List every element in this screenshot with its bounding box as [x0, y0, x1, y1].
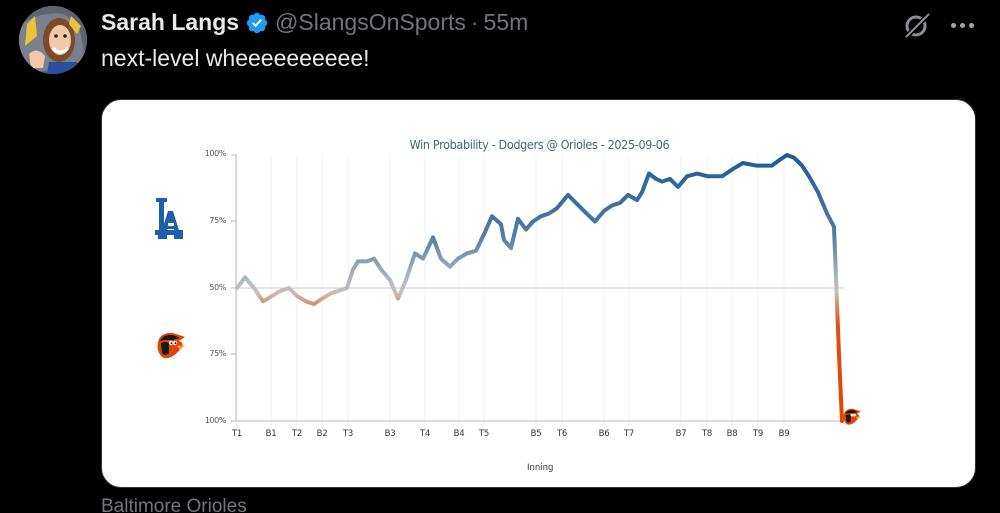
x-tick-label: B4 — [453, 429, 465, 439]
y-tick-label: 100% — [204, 416, 227, 425]
orioles-bird-logo-icon — [155, 331, 187, 366]
more-options-button[interactable] — [945, 12, 979, 38]
tweet-text: next-level wheeeeeeeeee! — [101, 45, 370, 71]
author-handle[interactable]: @SlangsOnSports — [275, 9, 466, 35]
x-tick-label: T6 — [556, 429, 567, 439]
win-probability-chart — [231, 153, 844, 425]
tweet-header: Sarah Langs @SlangsOnSports · 55m — [101, 9, 528, 36]
y-tick-label: 75% — [209, 349, 226, 358]
verified-badge-icon[interactable] — [245, 11, 269, 35]
x-tick-label: T5 — [478, 429, 489, 439]
x-axis-title-text: Inning — [527, 463, 554, 473]
grok-button[interactable] — [900, 8, 934, 42]
x-tick-label: T1 — [231, 429, 242, 439]
separator-dot: · — [470, 9, 479, 35]
x-tick-label: B7 — [675, 429, 687, 439]
y-tick-label: 50% — [209, 283, 226, 292]
x-tick-label: B3 — [384, 429, 396, 439]
x-tick-label: T7 — [623, 429, 634, 439]
x-tick-label: T3 — [342, 429, 353, 439]
y-tick-label: 100% — [204, 149, 227, 158]
x-tick-label: B5 — [530, 429, 542, 439]
x-tick-label: T9 — [752, 429, 763, 439]
more-dot-icon — [959, 22, 965, 28]
y-tick-label: 75% — [209, 216, 226, 225]
chart-title: Win Probability - Dodgers @ Orioles - 20… — [409, 137, 670, 152]
author-display-name[interactable]: Sarah Langs — [101, 9, 240, 35]
card-source-label[interactable]: Baltimore Orioles — [101, 496, 247, 513]
x-tick-label: T8 — [701, 429, 712, 439]
grok-icon — [904, 12, 931, 39]
x-tick-label: T4 — [419, 429, 430, 439]
x-tick-label: B6 — [598, 429, 610, 439]
more-dot-icon — [968, 22, 974, 28]
dodgers-la-logo-icon — [154, 197, 188, 246]
win-probability-line — [235, 153, 844, 423]
more-dot-icon — [950, 22, 956, 28]
x-tick-label: B1 — [265, 429, 277, 439]
x-tick-label: T2 — [291, 429, 302, 439]
vertical-gridlines — [236, 154, 785, 425]
cartoon-avatar-icon — [19, 6, 87, 74]
avatar[interactable] — [19, 6, 87, 74]
x-tick-label: B8 — [726, 429, 738, 439]
x-tick-label: B2 — [316, 429, 328, 439]
orioles-endpoint-logo-icon — [842, 407, 862, 432]
timestamp[interactable]: 55m — [483, 9, 529, 35]
media-card[interactable]: Win Probability - Dodgers @ Orioles - 20… — [101, 99, 976, 488]
x-tick-label: B9 — [778, 429, 790, 439]
